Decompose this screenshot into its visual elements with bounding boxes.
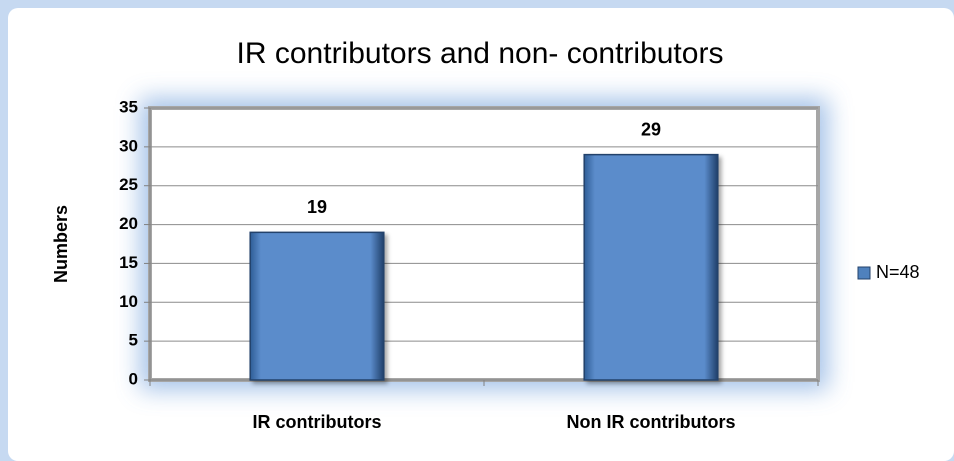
y-tick-label: 25 <box>119 175 138 194</box>
chart-title: IR contributors and non- contributors <box>237 37 724 70</box>
y-tick-label: 5 <box>129 331 138 350</box>
data-label: 19 <box>307 197 327 217</box>
x-tick-label: Non IR contributors <box>567 412 736 432</box>
y-axis-label: Numbers <box>51 205 71 283</box>
x-tick-label: IR contributors <box>253 412 382 432</box>
y-tick-label: 30 <box>119 136 138 155</box>
y-tick-label: 10 <box>119 292 138 311</box>
bar <box>583 153 719 381</box>
y-tick-label: 20 <box>119 214 138 233</box>
y-tick-label: 35 <box>119 97 138 116</box>
bar <box>249 231 385 381</box>
data-label: 29 <box>641 119 661 139</box>
y-tick-label: 15 <box>119 253 138 272</box>
legend-label: N=48 <box>876 262 920 282</box>
y-tick-label: 0 <box>129 369 138 388</box>
legend-swatch <box>857 266 871 280</box>
